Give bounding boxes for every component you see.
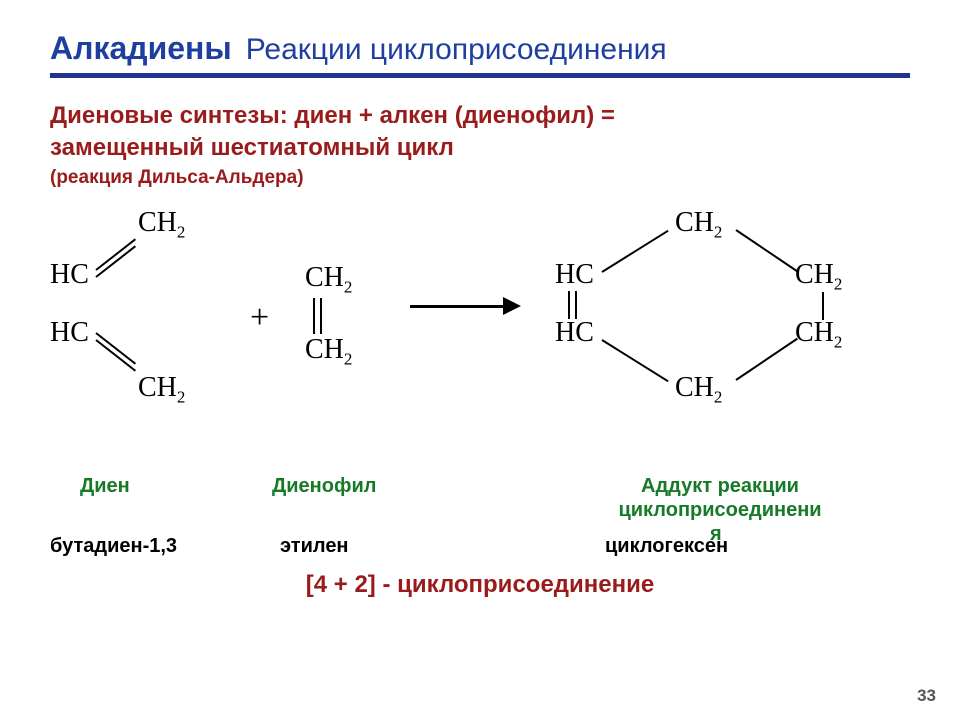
atom: CH2 (795, 317, 842, 353)
atom: CH2 (138, 207, 185, 243)
page-number: 33 (917, 686, 936, 706)
label-diene-black: бутадиен-1,3 (50, 535, 177, 558)
atom: HC (50, 317, 89, 349)
atom: CH2 (305, 262, 352, 298)
label-diene-green: Диен (80, 475, 130, 498)
label-dienophile-black: этилен (280, 535, 349, 558)
desc-line-2: замещенный шестиатомный цикл (50, 132, 910, 164)
single-bond (735, 338, 797, 381)
atom: CH2 (675, 372, 722, 408)
atom: CH2 (795, 259, 842, 295)
atom: CH2 (305, 334, 352, 370)
single-bond (822, 292, 824, 320)
labels-black-row: бутадиен-1,3 этилен циклогексен (50, 535, 910, 569)
label-adduct-green-1: Аддукт реакции (560, 475, 880, 498)
reaction-diagram: CH2 HC HC CH2 + CH2 CH2 (50, 207, 910, 467)
single-bond (601, 230, 668, 273)
reaction-arrow (410, 305, 505, 308)
desc-line-1: Диеновые синтезы: диен + алкен (диенофил… (50, 100, 910, 132)
atom: CH2 (675, 207, 722, 243)
description: Диеновые синтезы: диен + алкен (диенофил… (50, 100, 910, 189)
label-adduct-black: циклогексен (605, 535, 728, 558)
single-bond (735, 229, 797, 272)
single-bond (601, 339, 668, 382)
plus-sign: + (250, 299, 269, 337)
atom: HC (50, 259, 89, 291)
title-rule (50, 73, 910, 78)
bottom-formula: [4 + 2] - циклоприсоединение (50, 571, 910, 599)
atom: HC (555, 259, 594, 291)
slide-title-main: Алкадиены (50, 30, 232, 67)
label-adduct-green-2: циклоприсоединени (540, 499, 900, 522)
atom: CH2 (138, 372, 185, 408)
slide-title-sub: Реакции циклоприсоединения (246, 33, 667, 67)
desc-note: (реакция Дильса-Альдера) (50, 167, 910, 189)
label-dienophile-green: Диенофил (272, 475, 376, 498)
atom: HC (555, 317, 594, 349)
